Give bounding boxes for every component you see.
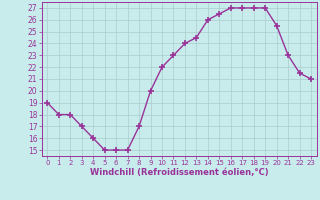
X-axis label: Windchill (Refroidissement éolien,°C): Windchill (Refroidissement éolien,°C) bbox=[90, 168, 268, 177]
